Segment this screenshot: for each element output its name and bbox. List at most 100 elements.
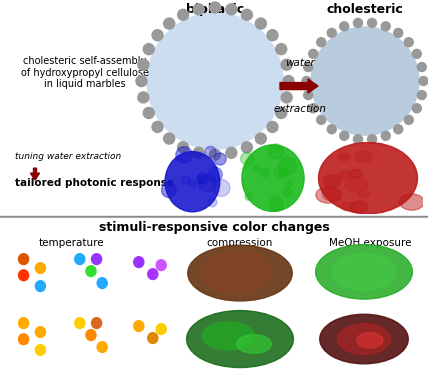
- Circle shape: [317, 115, 326, 124]
- Circle shape: [261, 168, 270, 177]
- Circle shape: [156, 260, 166, 271]
- Ellipse shape: [203, 250, 273, 293]
- Circle shape: [193, 4, 204, 15]
- Ellipse shape: [202, 322, 255, 350]
- Circle shape: [285, 179, 293, 188]
- Text: compression: compression: [207, 238, 273, 248]
- Text: cholesteric self-assembly
of hydroxypropyl cellulose
in liquid marbles: cholesteric self-assembly of hydroxyprop…: [21, 56, 149, 89]
- Ellipse shape: [315, 245, 413, 299]
- Ellipse shape: [318, 142, 417, 214]
- Circle shape: [272, 194, 279, 201]
- Circle shape: [253, 165, 261, 172]
- Circle shape: [143, 44, 154, 55]
- Circle shape: [302, 76, 311, 86]
- Circle shape: [241, 9, 253, 20]
- Circle shape: [267, 122, 278, 132]
- Circle shape: [341, 202, 354, 211]
- Ellipse shape: [147, 13, 283, 149]
- Circle shape: [276, 107, 287, 119]
- Circle shape: [190, 181, 196, 187]
- Circle shape: [256, 18, 266, 29]
- Circle shape: [417, 63, 426, 71]
- Circle shape: [417, 91, 426, 100]
- Circle shape: [193, 147, 204, 158]
- Circle shape: [354, 135, 363, 144]
- Circle shape: [283, 76, 294, 86]
- Circle shape: [92, 318, 101, 328]
- Circle shape: [226, 4, 237, 15]
- Circle shape: [86, 330, 96, 340]
- Text: temperature: temperature: [39, 238, 105, 248]
- Circle shape: [138, 92, 149, 103]
- Circle shape: [339, 171, 351, 179]
- Circle shape: [412, 104, 421, 113]
- Circle shape: [97, 342, 107, 352]
- Text: stimuli-responsive color changes: stimuli-responsive color changes: [98, 221, 330, 234]
- Circle shape: [36, 281, 45, 291]
- Circle shape: [163, 133, 175, 144]
- Circle shape: [18, 318, 29, 328]
- Circle shape: [143, 107, 154, 119]
- Circle shape: [136, 76, 147, 86]
- Circle shape: [358, 190, 370, 198]
- Circle shape: [256, 133, 266, 144]
- Circle shape: [327, 125, 336, 134]
- Circle shape: [350, 201, 368, 213]
- Circle shape: [156, 323, 166, 334]
- Circle shape: [75, 254, 85, 264]
- Circle shape: [269, 198, 283, 211]
- Text: tailored photonic response: tailored photonic response: [15, 178, 174, 188]
- FancyArrow shape: [30, 168, 39, 180]
- Circle shape: [209, 149, 220, 160]
- Circle shape: [309, 104, 318, 113]
- Circle shape: [18, 334, 29, 345]
- Circle shape: [340, 131, 349, 140]
- Circle shape: [279, 157, 297, 174]
- Circle shape: [327, 29, 336, 37]
- Circle shape: [279, 169, 286, 176]
- Circle shape: [316, 187, 341, 203]
- Circle shape: [208, 167, 222, 182]
- Circle shape: [134, 321, 144, 332]
- Circle shape: [178, 142, 189, 153]
- Circle shape: [381, 131, 390, 140]
- Circle shape: [340, 22, 349, 31]
- Circle shape: [182, 176, 190, 185]
- Ellipse shape: [320, 314, 408, 364]
- Circle shape: [276, 44, 287, 55]
- Circle shape: [274, 166, 288, 179]
- Circle shape: [304, 63, 313, 71]
- Circle shape: [18, 270, 29, 281]
- Circle shape: [209, 2, 220, 13]
- Circle shape: [134, 257, 144, 267]
- Circle shape: [399, 194, 424, 210]
- Circle shape: [97, 278, 107, 288]
- Text: tuning water extraction: tuning water extraction: [15, 152, 121, 161]
- Circle shape: [208, 198, 217, 207]
- Circle shape: [245, 193, 252, 200]
- Circle shape: [148, 269, 158, 279]
- Text: cholesteric: cholesteric: [327, 3, 403, 16]
- Circle shape: [368, 135, 377, 144]
- Circle shape: [152, 30, 163, 41]
- Circle shape: [368, 19, 377, 27]
- Text: biphasic: biphasic: [186, 3, 244, 16]
- Circle shape: [412, 49, 421, 58]
- Circle shape: [283, 188, 292, 197]
- Ellipse shape: [311, 27, 419, 135]
- Circle shape: [241, 152, 253, 165]
- Circle shape: [86, 266, 96, 276]
- Ellipse shape: [187, 311, 293, 367]
- Circle shape: [419, 76, 428, 86]
- Circle shape: [214, 153, 226, 165]
- Circle shape: [148, 333, 158, 344]
- Text: extraction: extraction: [273, 104, 327, 114]
- Circle shape: [281, 59, 292, 70]
- Circle shape: [205, 146, 216, 157]
- Circle shape: [349, 169, 362, 178]
- Text: MeOH exposure: MeOH exposure: [329, 238, 411, 248]
- Circle shape: [213, 179, 230, 196]
- Circle shape: [18, 254, 29, 264]
- Circle shape: [36, 327, 45, 337]
- Circle shape: [268, 144, 283, 159]
